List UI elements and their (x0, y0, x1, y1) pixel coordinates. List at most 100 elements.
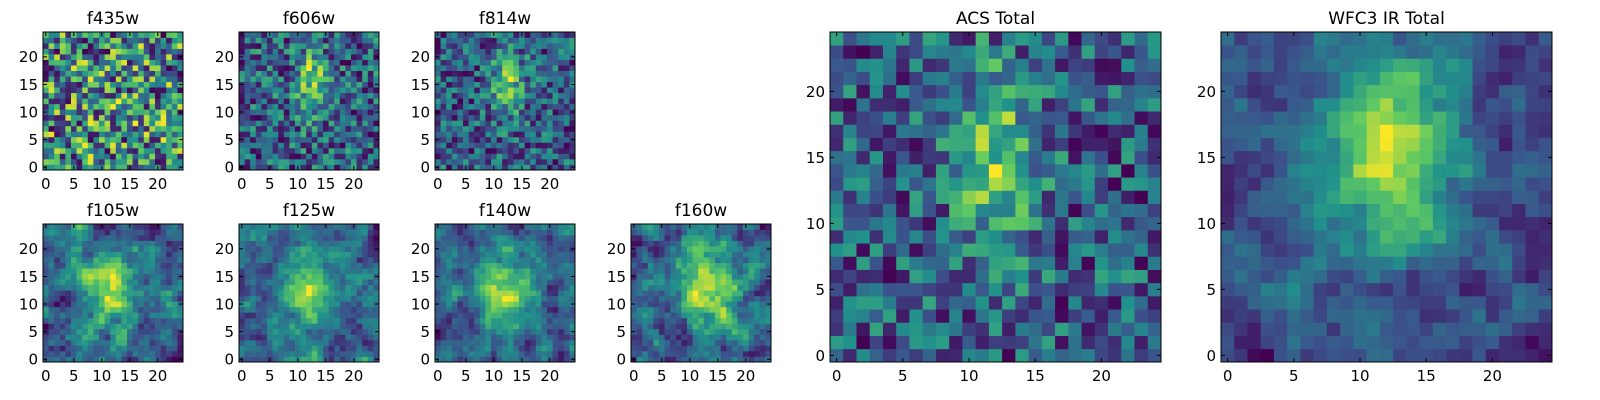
heatmap-cell (93, 81, 100, 88)
heatmap-cell (681, 235, 688, 241)
heatmap-cell (356, 120, 363, 127)
heatmap-cell (519, 87, 525, 94)
heatmap-cell (65, 87, 72, 94)
heatmap-cell (451, 98, 458, 105)
heatmap-cell (48, 345, 55, 352)
heatmap-cell (334, 334, 341, 341)
heatmap-cell (743, 334, 749, 341)
heatmap-cell (457, 257, 464, 263)
heatmap-cell (446, 114, 453, 121)
heatmap-cell (530, 262, 537, 269)
heatmap-cell (535, 136, 542, 143)
heatmap-cell (82, 257, 89, 263)
heatmap-cell (334, 257, 341, 263)
heatmap-cell (463, 345, 469, 352)
heatmap-cell (300, 43, 307, 49)
heatmap-cell (636, 257, 643, 263)
heatmap-cell (524, 224, 531, 230)
heatmap-cell (127, 317, 133, 324)
heatmap-cell (155, 284, 161, 291)
heatmap-cell (267, 125, 273, 132)
heatmap-cell (110, 32, 117, 38)
heatmap-cell (267, 257, 273, 263)
heatmap-cell (48, 334, 55, 341)
heatmap-cell (1068, 230, 1082, 244)
heatmap-cell (87, 43, 94, 49)
heatmap-cell (356, 142, 363, 149)
x-tick-label: 10 (92, 175, 111, 193)
heatmap-cell (127, 350, 133, 357)
heatmap-cell (535, 224, 542, 230)
heatmap-cell (468, 356, 475, 363)
heatmap-cell (664, 334, 671, 341)
heatmap-cell (149, 48, 156, 55)
heatmap-cell (87, 257, 94, 263)
heatmap-cell (87, 312, 94, 319)
y-tick-label: 0 (224, 159, 234, 177)
heatmap-cell (474, 240, 481, 247)
heatmap-cell (311, 65, 318, 71)
heatmap-cell (323, 37, 329, 44)
heatmap-cell (485, 109, 492, 116)
heatmap-cell (882, 335, 897, 350)
heatmap-cell (563, 92, 570, 99)
heatmap-cell (468, 48, 475, 55)
heatmap-cell (339, 81, 346, 88)
heatmap-cell (636, 306, 643, 313)
heatmap-cell (1028, 190, 1043, 204)
heatmap-cell (653, 312, 660, 319)
heatmap-cell (323, 268, 329, 275)
heatmap-cell (653, 356, 660, 363)
heatmap-cell (278, 76, 285, 83)
heatmap-cell (496, 125, 503, 132)
heatmap-cell (54, 59, 61, 66)
heatmap-cell (457, 251, 464, 258)
heatmap-cell (367, 246, 374, 252)
heatmap-cell (692, 224, 699, 230)
heatmap-cell (115, 246, 122, 252)
heatmap-cell (351, 262, 357, 269)
heatmap-cell (647, 268, 654, 275)
heatmap-cell (524, 109, 531, 116)
heatmap-cell (524, 323, 531, 330)
heatmap-cell (720, 273, 727, 280)
heatmap-cell (446, 295, 453, 302)
heatmap-cell (1028, 243, 1043, 257)
heatmap-cell (457, 120, 464, 127)
heatmap-cell (306, 262, 313, 269)
heatmap-cell (255, 37, 262, 44)
heatmap-cell (143, 131, 150, 138)
heatmap-cell (435, 70, 441, 77)
heatmap-cell (283, 257, 290, 263)
heatmap-cell (93, 32, 100, 38)
heatmap-cell (502, 273, 509, 280)
heatmap-cell (272, 131, 279, 138)
heatmap-cell (664, 246, 671, 252)
heatmap-cell (99, 273, 105, 280)
heatmap-cell (143, 37, 150, 44)
heatmap-cell (278, 290, 285, 297)
heatmap-cell (909, 150, 924, 165)
heatmap-cell (295, 339, 301, 346)
heatmap-cell (138, 147, 145, 154)
heatmap-cell (351, 306, 357, 313)
heatmap-cell (345, 120, 352, 127)
heatmap-cell (110, 224, 117, 230)
heatmap-cell (558, 142, 565, 149)
heatmap-cell (328, 147, 335, 154)
heatmap-cell (547, 158, 553, 165)
heatmap-cell (132, 153, 139, 160)
heatmap-cell (552, 37, 559, 44)
heatmap-cell (446, 268, 453, 275)
heatmap-cell (171, 229, 178, 236)
x-tick-label: 20 (736, 367, 755, 385)
axes-frame (238, 31, 380, 171)
heatmap-cell (474, 125, 481, 132)
heatmap-cell (93, 257, 100, 263)
heatmap-cell (272, 328, 279, 335)
heatmap-cell (869, 177, 884, 191)
heatmap-cell (261, 131, 268, 138)
heatmap-cell (1108, 309, 1122, 323)
heatmap-cell (171, 92, 178, 99)
heatmap-cell (1147, 335, 1162, 350)
